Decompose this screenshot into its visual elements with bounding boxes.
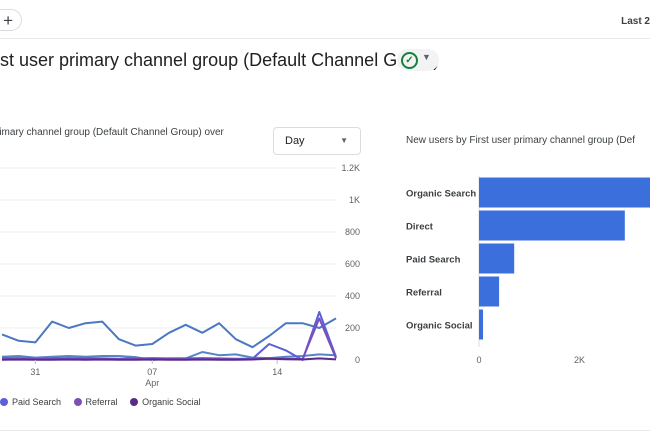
series-line[interactable] [1, 311, 337, 361]
x-tick-label: 0 [476, 355, 481, 365]
y-tick-label: 200 [345, 323, 360, 333]
legend-swatch [130, 398, 139, 406]
bar-chart-card: New users by First user primary channel … [392, 120, 650, 425]
bar[interactable] [479, 210, 625, 241]
category-label: Organic Search [406, 189, 476, 200]
caret-down-icon: ▼ [422, 52, 431, 62]
y-tick-label: 0 [355, 355, 360, 365]
series-line[interactable] [1, 317, 337, 361]
add-comparison-button[interactable]: + [0, 9, 22, 31]
bar[interactable] [479, 243, 515, 274]
legend-label: Organic Social [142, 397, 201, 407]
legend-label: Referral [85, 397, 118, 407]
y-tick-label: 800 [345, 227, 360, 237]
granularity-value: Day [285, 135, 305, 147]
legend-label: Paid Search [12, 397, 62, 407]
x-tick-label: 31 [30, 367, 40, 377]
line-chart-legend: Paid Search Referral Organic Social [0, 397, 211, 407]
bar[interactable] [479, 309, 484, 340]
legend-item-referral[interactable]: Referral [73, 397, 118, 407]
line-chart-card: rimary channel group (Default Channel Gr… [0, 120, 378, 425]
granularity-select[interactable]: Day ▼ [273, 127, 361, 155]
report-status-button[interactable]: ✓ ▼ [397, 49, 439, 71]
page-title: rst user primary channel group (Default … [0, 50, 440, 70]
category-label: Paid Search [406, 255, 461, 266]
date-range-label[interactable]: Last 2 [621, 16, 650, 27]
category-label: Organic Social [406, 321, 473, 332]
x-tick-label: 14 [272, 367, 282, 377]
series-line[interactable] [1, 317, 337, 349]
bar-chart-title: New users by First user primary channel … [406, 135, 635, 146]
top-bar: + Last 2 [0, 0, 650, 39]
x-tick-label: 2K [574, 355, 585, 365]
legend-item-paid-search[interactable]: Paid Search [0, 397, 61, 407]
x-tick-label: Apr [145, 378, 159, 388]
legend-swatch [73, 398, 82, 406]
plus-icon: + [3, 11, 13, 30]
y-tick-label: 600 [345, 259, 360, 269]
series-line[interactable] [1, 357, 337, 361]
legend-item-organic-social[interactable]: Organic Social [130, 397, 201, 407]
y-tick-label: 400 [345, 291, 360, 301]
y-tick-label: 1.2K [341, 163, 360, 173]
category-label: Referral [406, 288, 442, 299]
line-chart-title: rimary channel group (Default Channel Gr… [0, 127, 224, 138]
x-tick-label: 07 [147, 367, 157, 377]
legend-swatch [0, 398, 8, 406]
divider [0, 430, 650, 431]
bar[interactable] [479, 177, 650, 208]
check-circle-icon: ✓ [401, 52, 418, 69]
y-tick-label: 1K [349, 195, 360, 205]
dropdown-arrow-icon: ▼ [340, 136, 348, 145]
bar[interactable] [479, 276, 500, 307]
category-label: Direct [406, 222, 434, 233]
bar-chart: Organic Search Direct Paid Search Referral O… [406, 176, 650, 365]
